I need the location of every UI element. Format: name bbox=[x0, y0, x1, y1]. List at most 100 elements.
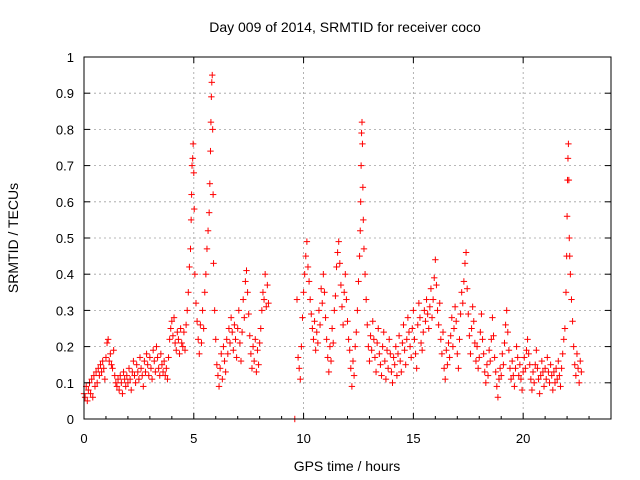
data-point bbox=[403, 336, 410, 343]
data-point bbox=[571, 361, 578, 368]
data-point bbox=[259, 289, 267, 296]
data-point bbox=[507, 375, 515, 383]
data-point bbox=[566, 252, 573, 260]
data-point bbox=[89, 394, 96, 401]
data-point bbox=[190, 169, 197, 177]
data-point bbox=[544, 354, 551, 361]
data-point bbox=[397, 357, 404, 365]
data-point bbox=[499, 350, 506, 358]
data-point bbox=[523, 347, 530, 354]
data-point bbox=[305, 278, 313, 285]
data-point bbox=[162, 372, 169, 379]
data-point bbox=[301, 271, 308, 278]
data-point bbox=[264, 281, 271, 289]
data-point bbox=[351, 343, 359, 350]
data-point bbox=[164, 375, 171, 383]
data-point bbox=[143, 350, 150, 358]
data-point bbox=[129, 368, 136, 376]
data-point bbox=[454, 350, 461, 358]
data-point bbox=[298, 343, 305, 350]
data-point bbox=[436, 299, 443, 307]
data-point bbox=[399, 339, 406, 347]
data-point bbox=[121, 375, 128, 383]
data-point bbox=[405, 328, 413, 336]
data-point bbox=[476, 354, 483, 361]
data-point bbox=[538, 357, 546, 365]
data-point bbox=[337, 281, 345, 289]
data-point bbox=[407, 354, 415, 361]
data-point bbox=[113, 383, 121, 390]
data-point bbox=[176, 350, 183, 358]
data-point bbox=[166, 336, 173, 343]
data-point bbox=[536, 390, 543, 397]
data-point bbox=[384, 365, 392, 372]
data-point bbox=[334, 249, 341, 256]
data-point bbox=[368, 347, 375, 354]
data-point bbox=[103, 339, 111, 347]
data-point bbox=[207, 147, 214, 155]
data-point bbox=[550, 368, 558, 376]
data-point bbox=[508, 357, 516, 365]
data-point bbox=[173, 347, 180, 354]
data-point bbox=[114, 375, 122, 383]
data-point bbox=[192, 299, 200, 307]
y-tick-label: 0.5 bbox=[56, 231, 74, 246]
data-point bbox=[358, 129, 365, 137]
data-point bbox=[551, 379, 559, 386]
data-point bbox=[314, 339, 322, 347]
data-point bbox=[429, 296, 437, 303]
data-point bbox=[395, 332, 403, 339]
data-point bbox=[208, 79, 215, 86]
data-point bbox=[345, 336, 352, 343]
data-point bbox=[357, 227, 364, 234]
data-point bbox=[457, 310, 464, 318]
data-point bbox=[554, 375, 561, 383]
data-point bbox=[295, 365, 303, 372]
data-point bbox=[226, 339, 234, 347]
data-point bbox=[163, 365, 170, 372]
data-point bbox=[566, 234, 573, 242]
data-point bbox=[452, 318, 460, 325]
data-point bbox=[517, 375, 525, 383]
data-point bbox=[241, 314, 248, 321]
chart-title: Day 009 of 2014, SRMTID for receiver coc… bbox=[209, 19, 481, 35]
data-point bbox=[155, 365, 162, 372]
data-point bbox=[447, 332, 454, 339]
data-point bbox=[209, 71, 216, 79]
data-point bbox=[534, 365, 541, 372]
data-point bbox=[238, 328, 246, 336]
data-point bbox=[359, 140, 366, 148]
data-point bbox=[449, 343, 457, 350]
x-tick-label: 20 bbox=[516, 431, 530, 446]
data-point bbox=[444, 361, 451, 368]
data-point bbox=[232, 336, 239, 343]
data-point bbox=[482, 379, 490, 386]
data-point bbox=[569, 318, 576, 325]
data-point bbox=[154, 354, 161, 361]
data-point bbox=[222, 368, 229, 376]
data-point bbox=[343, 296, 350, 303]
data-point bbox=[313, 328, 320, 336]
data-point bbox=[450, 325, 458, 332]
data-point bbox=[325, 368, 333, 376]
data-point bbox=[98, 368, 105, 376]
data-point bbox=[146, 354, 154, 361]
data-point bbox=[468, 325, 475, 332]
data-point bbox=[498, 372, 505, 379]
data-point bbox=[459, 299, 466, 307]
data-point bbox=[140, 383, 147, 390]
data-point bbox=[216, 365, 224, 372]
data-point bbox=[92, 368, 100, 376]
data-point bbox=[541, 365, 549, 372]
data-point bbox=[215, 383, 223, 390]
data-point bbox=[174, 328, 181, 336]
data-point bbox=[535, 375, 542, 383]
data-point bbox=[233, 354, 240, 361]
data-point bbox=[463, 285, 471, 292]
data-point bbox=[237, 357, 245, 365]
data-point bbox=[186, 263, 193, 271]
data-point bbox=[555, 357, 562, 365]
data-point bbox=[359, 184, 367, 191]
data-point bbox=[421, 307, 428, 314]
data-point bbox=[244, 289, 251, 296]
